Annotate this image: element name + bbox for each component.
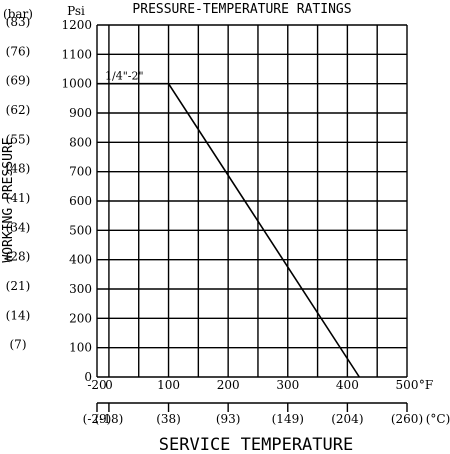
- x-tick-label: 400: [336, 378, 359, 392]
- y-tick-label: 400: [69, 253, 92, 267]
- y-tick-label: 300: [69, 282, 92, 296]
- x-tick-label: 500: [396, 378, 419, 392]
- y-tick-label-bar: (34): [6, 220, 31, 234]
- y-tick-label-bar: (21): [6, 279, 31, 293]
- y-tick-label: 700: [69, 165, 92, 179]
- y-tick-label: 1000: [61, 77, 92, 91]
- y-tick-label-bar: (28): [6, 250, 31, 264]
- y-tick-label: 800: [69, 135, 92, 149]
- tick-labels: 0100200300400500600700800900100011001200…: [6, 15, 419, 392]
- series-line: [97, 82, 360, 378]
- y-tick-label: 1200: [61, 18, 92, 32]
- x-axis-title: SERVICE TEMPERATURE: [159, 435, 353, 454]
- x-tick-label-celsius: (-29): [83, 412, 112, 426]
- y-tick-label-bar: (41): [6, 191, 31, 205]
- y-tick-label-bar: (48): [6, 162, 31, 176]
- y-tick-label: 200: [69, 311, 92, 325]
- y-tick-label: 1100: [61, 47, 92, 61]
- y-tick-label-bar: (83): [6, 15, 31, 29]
- y-axis-unit-bar: (bar): [3, 7, 33, 21]
- x-tick-label-celsius: (149): [272, 412, 304, 426]
- chart-title: PRESSURE-TEMPERATURE RATINGS: [132, 2, 351, 17]
- x-tick-label: 100: [157, 378, 180, 392]
- y-tick-label: 100: [69, 341, 92, 355]
- y-tick-label: 600: [69, 194, 92, 208]
- x-tick-label: 300: [276, 378, 299, 392]
- y-tick-label-bar: (69): [6, 74, 31, 88]
- x-tick-label-celsius: (-18): [95, 412, 124, 426]
- y-tick-label: 500: [69, 223, 92, 237]
- y-tick-label-bar: (76): [6, 44, 31, 58]
- x-tick-label-celsius: (260): [391, 412, 423, 426]
- x-tick-label: 200: [217, 378, 240, 392]
- x-axis-unit-fahrenheit: °F: [419, 378, 433, 392]
- x-tick-label-celsius: (204): [331, 412, 363, 426]
- y-tick-label-bar: (62): [6, 103, 31, 117]
- y-tick-label-bar: (7): [10, 338, 27, 352]
- y-axis-title: WORKING PRESSURE: [1, 137, 16, 262]
- y-axis-unit-psi: Psi: [67, 4, 85, 18]
- y-tick-label-bar: (14): [6, 308, 31, 322]
- x-tick-label: 0: [105, 378, 113, 392]
- x-tick-label-celsius: (38): [156, 412, 181, 426]
- series-group: 1/4"-2": [97, 70, 360, 378]
- x-axis-unit-celsius: (°C): [426, 412, 450, 426]
- secondary-x-axis: (-29)(-18) (38) (93) (149) (204) (260): [83, 402, 423, 426]
- y-tick-label: 0: [84, 370, 92, 384]
- x-tick-label: -20: [87, 378, 106, 392]
- y-tick-label: 900: [69, 106, 92, 120]
- y-tick-label-bar: (55): [6, 132, 31, 146]
- series-label: 1/4"-2": [105, 70, 144, 83]
- x-tick-label-celsius: (93): [216, 412, 241, 426]
